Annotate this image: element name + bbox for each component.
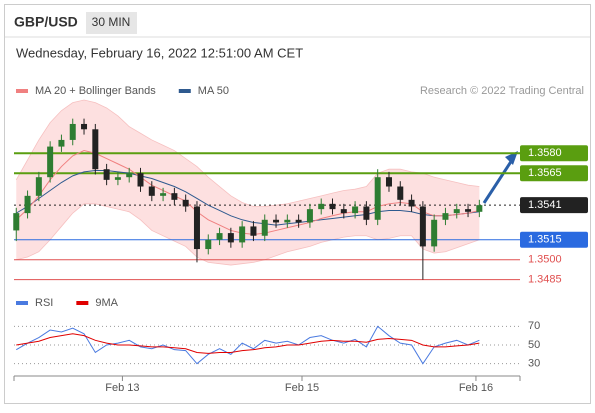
level-tag [520,165,588,182]
legend-swatch [16,301,28,305]
candle-body [126,173,133,178]
candle-body [306,209,313,223]
level-label: 1.3500 [528,254,562,266]
legend-swatch [76,301,89,305]
bollinger-band [16,100,480,266]
candle-body [227,233,234,243]
candle-body [419,206,426,247]
candle-body [397,186,404,200]
indicator-line [16,325,480,365]
candle-body [205,239,212,250]
candle-body [35,177,42,196]
candle-body [171,193,178,200]
candle-body [47,146,54,178]
level-label: 1.3515 [528,234,562,246]
candle-body [318,203,325,210]
candle-body [92,129,99,170]
candle-body [13,213,20,231]
indicator-line [16,333,480,354]
x-tick-label: Feb 15 [285,382,319,394]
level-label: 1.3580 [528,147,562,159]
symbol: GBP/USD [14,14,78,30]
legend-label: MA 20 + Bollinger Bands [35,85,156,97]
candle-body [363,206,370,220]
candle-body [193,206,200,250]
legend-swatch [16,89,28,93]
level-tag [520,197,588,214]
datetime: Wednesday, February 16, 2022 12:51:00 AM… [16,45,303,60]
level-label: 1.3565 [528,167,562,179]
candle-body [352,206,359,214]
candle-body [295,219,302,223]
x-tick-label: Feb 16 [459,382,493,394]
candle-body [103,169,110,180]
candle-body [408,199,415,207]
candle-body [273,219,280,223]
candle-body [216,233,223,240]
level-tag [520,231,588,248]
candle-body [476,205,483,212]
candle-body [453,209,460,214]
candle-body [160,193,167,196]
legend-label: RSI [35,297,53,309]
legend-swatch [178,89,191,93]
ma50-line [16,170,480,226]
bollinger-lower [16,203,480,266]
candle-body [114,177,121,180]
candle-body [385,177,392,187]
legend-label: MA 50 [198,85,229,97]
y-tick-label: 30 [528,358,540,370]
candle-body [431,219,438,247]
bollinger-upper [15,99,480,207]
candle-body [284,219,291,223]
y-tick-label: 50 [528,339,540,351]
candle-body [69,123,76,140]
interval-badge [86,12,137,34]
candle-body [137,173,144,187]
candle-body [329,203,336,210]
candle-body [24,195,31,214]
forecast-arrowhead [505,151,518,165]
candle-body [58,139,65,147]
level-label: 1.3485 [528,274,562,286]
credit: Research © 2022 Trading Central [420,85,584,97]
candle-body [182,199,189,207]
candle-body [442,213,449,220]
interval: 30 MIN [92,15,131,29]
candle-body [465,209,472,212]
y-tick-label: 70 [528,320,540,332]
x-tick-label: Feb 13 [105,382,139,394]
legend-label: 9MA [95,297,118,309]
candle-body [374,177,381,220]
candle-body [81,123,88,130]
candle-body [239,226,246,243]
candle-body [340,209,347,214]
level-tag [520,145,588,162]
candle-body [261,219,268,236]
level-label: 1.3541 [528,199,562,211]
candle-body [148,186,155,196]
candle-body [250,226,257,236]
forecast-arrow [482,159,514,204]
